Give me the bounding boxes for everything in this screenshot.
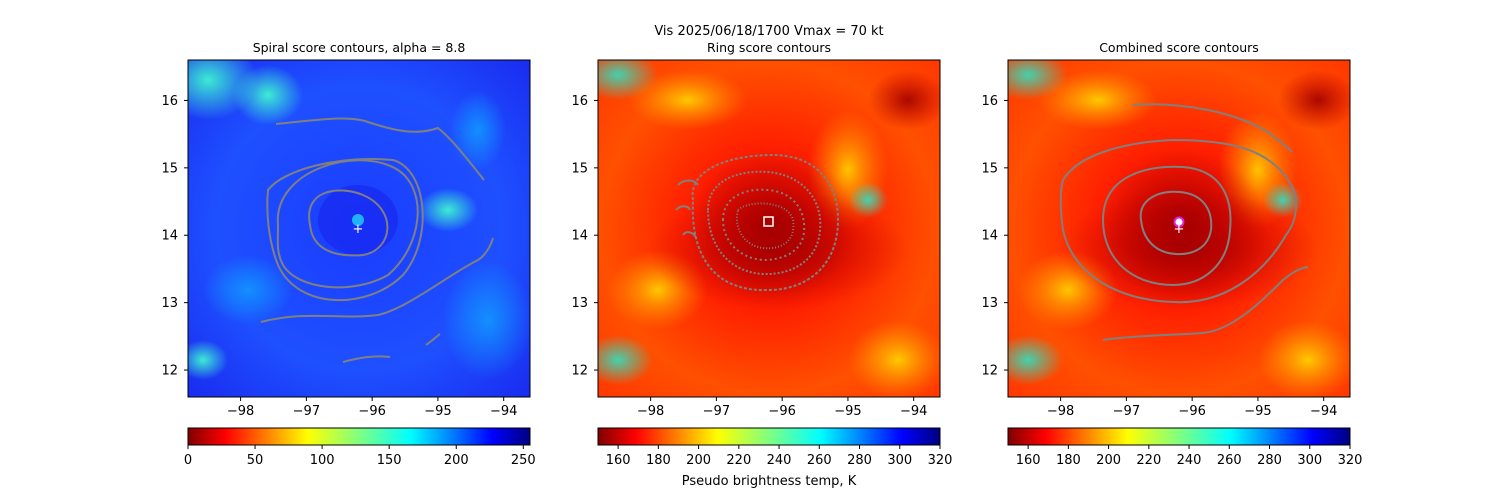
x-tick-label: −96 — [768, 404, 795, 419]
colorbar-tick-label: 220 — [1136, 453, 1161, 468]
ring-colorbar — [597, 427, 941, 446]
colorbar-tick-label: 180 — [1056, 453, 1081, 468]
colorbar-tick-label: 160 — [1016, 453, 1041, 468]
x-tick-label: −97 — [293, 404, 320, 419]
y-tick-label: 15 — [161, 161, 178, 176]
figure-suptitle: Vis 2025/06/18/1700 Vmax = 70 kt — [654, 24, 883, 39]
y-tick-label: 14 — [981, 229, 998, 244]
x-tick-label: −94 — [490, 404, 517, 419]
spiral-axes-frame — [187, 59, 531, 398]
colorbar-tick-label: 320 — [1338, 453, 1363, 468]
x-tick-label: −97 — [1113, 404, 1140, 419]
colorbar-tick-label: 280 — [847, 453, 872, 468]
combined-colorbar — [1007, 427, 1351, 446]
combined-panel-title: Combined score contours — [1099, 40, 1259, 55]
spiral-contours — [260, 117, 494, 363]
colorbar-tick-label: 200 — [1096, 453, 1121, 468]
colorbar-tick-label: 50 — [247, 453, 264, 468]
y-tick-label: 16 — [571, 94, 588, 109]
colorbar-tick-label: 150 — [377, 453, 402, 468]
combined-center-marker — [1173, 216, 1185, 228]
y-tick-label: 13 — [161, 296, 178, 311]
x-tick-label: −97 — [703, 404, 730, 419]
colorbar-tick-label: 260 — [1217, 453, 1242, 468]
combined-axes-frame — [1007, 59, 1351, 398]
y-tick-label: 16 — [161, 94, 178, 109]
x-tick-label: −98 — [1047, 404, 1074, 419]
spiral-panel: Spiral score contours, alpha = 8.8 — [161, 40, 536, 468]
x-tick-label: −98 — [637, 404, 664, 419]
y-tick-label: 15 — [571, 161, 588, 176]
combined-panel: Combined score contours + −98 −97 — [981, 40, 1362, 468]
ring-colorbar-label: Pseudo brightness temp, K — [682, 474, 857, 489]
colorbar-tick-label: 200 — [686, 453, 711, 468]
combined-contours — [1059, 103, 1309, 341]
y-tick-label: 14 — [571, 229, 588, 244]
colorbar-tick-label: 250 — [511, 453, 536, 468]
y-tick-label: 14 — [161, 229, 178, 244]
ring-contours — [675, 153, 840, 292]
x-tick-label: −94 — [1310, 404, 1337, 419]
y-tick-label: 12 — [981, 364, 998, 379]
ring-panel: Ring score contours −98 −97 −96 −9 — [571, 40, 952, 489]
colorbar-tick-label: 300 — [887, 453, 912, 468]
spiral-panel-title: Spiral score contours, alpha = 8.8 — [253, 40, 466, 55]
x-tick-label: −98 — [227, 404, 254, 419]
colorbar-tick-label: 300 — [1297, 453, 1322, 468]
spiral-marker: + — [353, 222, 364, 237]
colorbar-tick-label: 220 — [726, 453, 751, 468]
x-tick-label: −95 — [424, 404, 451, 419]
x-tick-label: −96 — [358, 404, 385, 419]
y-tick-label: 15 — [981, 161, 998, 176]
colorbar-tick-label: 160 — [606, 453, 631, 468]
x-tick-label: −94 — [900, 404, 927, 419]
x-tick-label: −96 — [1178, 404, 1205, 419]
colorbar-tick-label: 280 — [1257, 453, 1282, 468]
combined-marker: + — [1174, 222, 1185, 237]
x-tick-label: −95 — [1244, 404, 1271, 419]
colorbar-tick-label: 260 — [807, 453, 832, 468]
x-tick-label: −95 — [834, 404, 861, 419]
colorbar-tick-label: 200 — [444, 453, 469, 468]
colorbar-tick-label: 0 — [184, 453, 192, 468]
colorbar-tick-label: 180 — [646, 453, 671, 468]
y-tick-label: 16 — [981, 94, 998, 109]
ring-marker — [763, 216, 774, 227]
colorbar-tick-label: 240 — [767, 453, 792, 468]
spiral-colorbar — [187, 427, 531, 446]
ring-panel-title: Ring score contours — [707, 40, 831, 55]
y-tick-label: 12 — [571, 364, 588, 379]
y-tick-label: 12 — [161, 364, 178, 379]
ring-axes-frame — [597, 59, 941, 398]
colorbar-tick-label: 320 — [928, 453, 953, 468]
y-tick-label: 13 — [981, 296, 998, 311]
y-tick-label: 13 — [571, 296, 588, 311]
colorbar-tick-label: 240 — [1177, 453, 1202, 468]
colorbar-tick-label: 100 — [310, 453, 335, 468]
